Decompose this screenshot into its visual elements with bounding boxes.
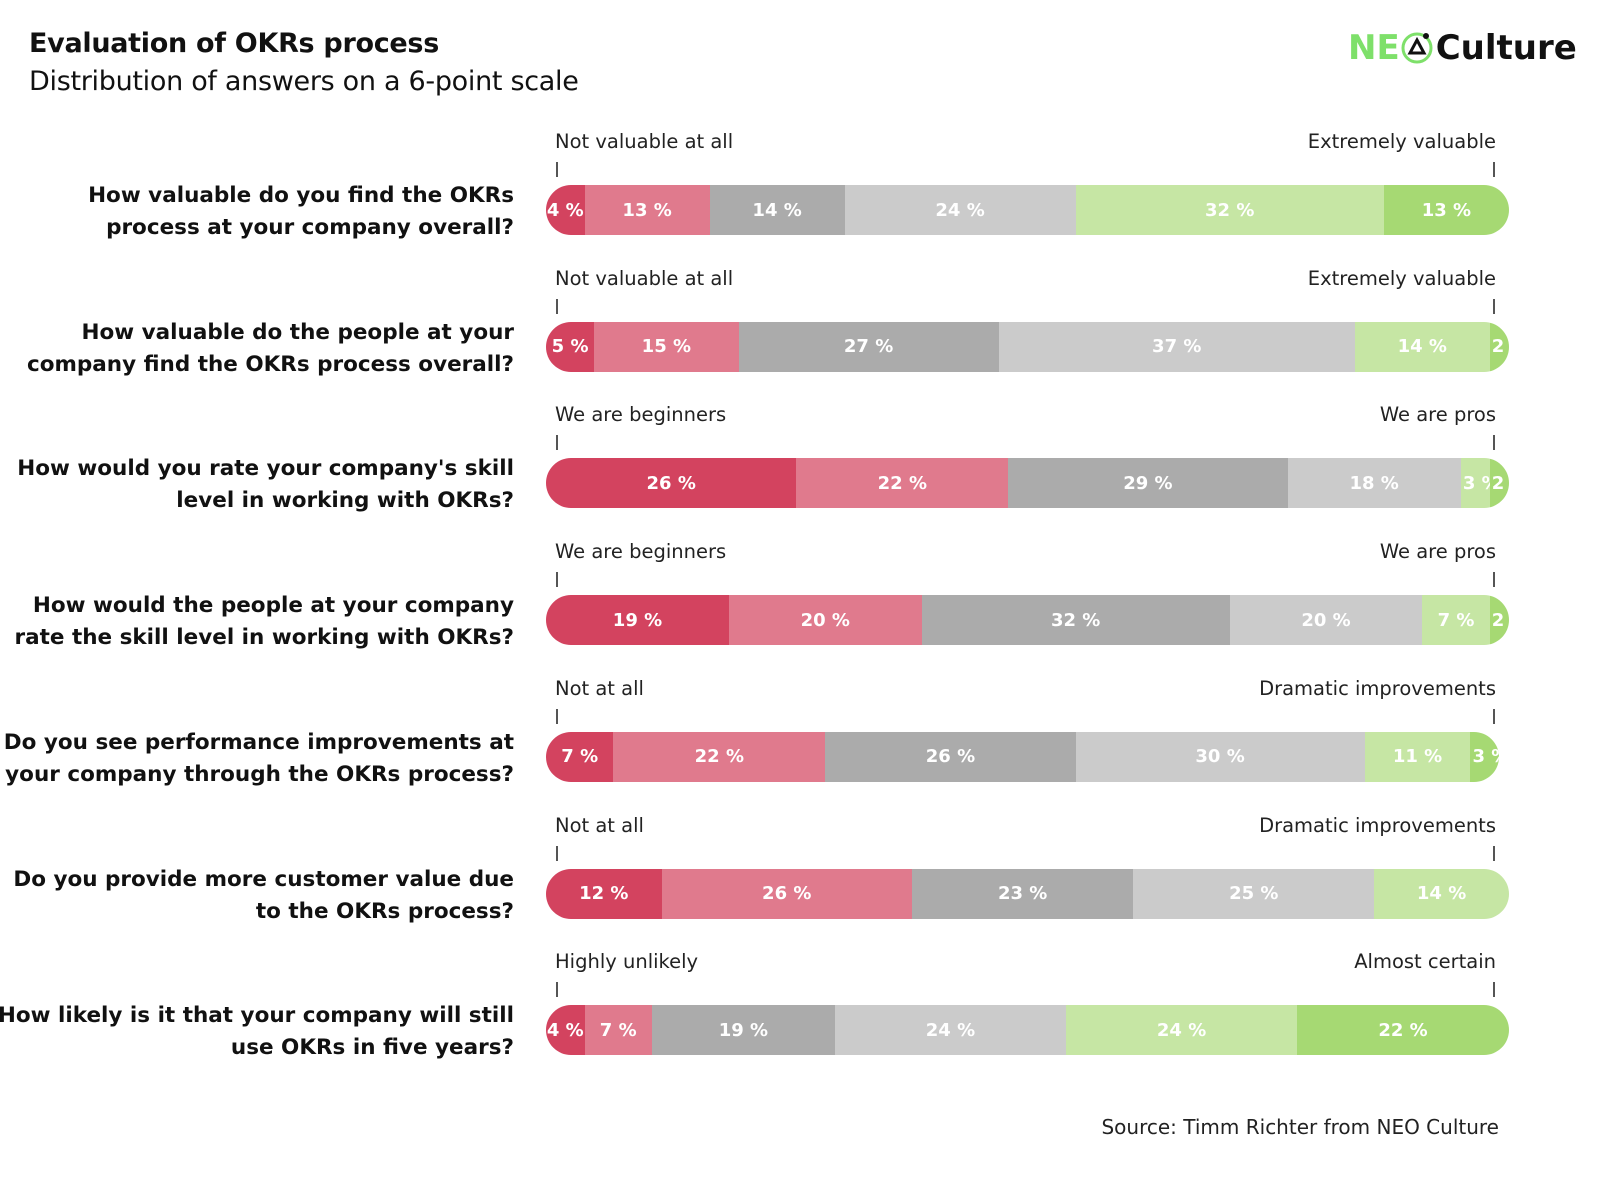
bar-segment-4: 24 % [844, 185, 1076, 235]
bar-segment-5: 24 % [1066, 1005, 1298, 1056]
bar-segment-1: 5 % [546, 321, 595, 372]
scale-low-tick [556, 435, 558, 451]
bar-segment-6: 2 % [1489, 595, 1509, 646]
stacked-bar: 12 % 26 % 23 % 25 % 14 % [546, 868, 1509, 919]
bar-segment-5: 14 % [1354, 321, 1490, 372]
bar-segment-3: 23 % [911, 868, 1134, 919]
logo-culture-text: Culture [1435, 28, 1577, 68]
question-row: How would the people at your company rat… [0, 540, 1600, 672]
bar-segment-3: 26 % [825, 731, 1076, 782]
question-row: Do you see performance improvements at y… [0, 677, 1600, 809]
bar-segment-2: 13 % [584, 185, 710, 235]
scale-high-tick [1493, 435, 1495, 451]
stacked-bar: 4 % 13 % 14 % 24 % 32 % 13 % [546, 185, 1509, 235]
bar-segment-5: 32 % [1075, 185, 1384, 235]
bar-segment-2: 20 % [728, 595, 922, 646]
scale-high-tick [1493, 982, 1495, 998]
scale-low-tick [556, 982, 558, 998]
scale-low-label: Not at all [555, 676, 644, 700]
stacked-bar: 19 %20 %32 %20 %7 %2 % [546, 595, 1509, 646]
neo-culture-logo: NE Culture [1348, 26, 1577, 70]
bar-segment-6: 2 % [1489, 458, 1509, 509]
scale-high-tick [1493, 572, 1495, 588]
bar-segment-5: 14 % [1374, 868, 1509, 919]
scale-low-tick [556, 845, 558, 861]
scale-high-label: Extremely valuable [1307, 266, 1496, 290]
bar-segment-3: 19 % [651, 1005, 835, 1056]
question-row: How valuable do you find the OKRs proces… [0, 130, 1600, 262]
bar-segment-1: 19 % [546, 595, 729, 646]
scale-high-label: Extremely valuable [1307, 130, 1496, 153]
bar-segment-2: 15 % [594, 321, 739, 372]
bar-segment-4: 18 % [1287, 458, 1461, 509]
chart-subtitle: Distribution of answers on a 6-point sca… [29, 66, 579, 97]
scale-low-label: We are beginners [555, 403, 727, 427]
bar-segment-4: 24 % [834, 1005, 1066, 1056]
bar-segment-4: 20 % [1229, 595, 1423, 646]
question-label: How valuable do you find the OKRs proces… [88, 183, 514, 240]
bar-segment-1: 4 % [546, 1005, 585, 1056]
bar-segment-6: 2 % [1489, 321, 1509, 372]
bar-segment-1: 26 % [546, 458, 797, 509]
bar-segment-4: 37 % [998, 321, 1355, 372]
bar-segment-4: 25 % [1133, 868, 1375, 919]
stacked-bar: 7 %22 %26 %30 %11 %3 % [546, 731, 1500, 782]
bar-segment-1: 12 % [546, 868, 662, 919]
scale-high-tick [1493, 845, 1495, 861]
logo-neo-text: NE [1348, 28, 1400, 68]
question-label: Do you see performance improvements at y… [3, 729, 514, 787]
bar-segment-1: 4 % [546, 185, 585, 235]
bar-segment-6: 3 % [1470, 731, 1500, 782]
scale-low-tick [556, 162, 558, 177]
scale-high-tick [1493, 162, 1495, 177]
stacked-bar: 26 %22 %29 %18 %3 %2 % [546, 458, 1509, 509]
bar-segment-6: 13 % [1383, 185, 1509, 235]
bar-segment-5: 11 % [1364, 731, 1471, 782]
bar-segment-3: 27 % [738, 321, 999, 372]
bar-segment-3: 32 % [921, 595, 1230, 646]
bar-segment-2: 26 % [661, 868, 912, 919]
stacked-bar: 5 %15 %27 %37 %14 %2 % [546, 321, 1509, 372]
bar-segment-2: 22 % [796, 458, 1009, 509]
bar-segment-5: 3 % [1460, 458, 1490, 509]
scale-high-tick [1493, 708, 1495, 724]
bar-segment-5: 7 % [1422, 595, 1490, 646]
scale-high-label: We are pros [1379, 540, 1496, 564]
source-note: Source: Timm Richter from NEO Culture [1101, 1115, 1499, 1139]
question-row: How likely is it that your company will … [0, 950, 1600, 1082]
bar-segment-2: 22 % [613, 731, 826, 782]
stacked-bar: 4 % 7 % 19 % 24 % 24 % 22 % [546, 1005, 1509, 1056]
scale-low-label: Highly unlikely [555, 950, 699, 974]
scale-high-label: Dramatic improvements [1259, 676, 1496, 700]
scale-high-tick [1493, 298, 1495, 314]
bar-segment-1: 7 % [546, 731, 614, 782]
bar-segment-3: 29 % [1008, 458, 1288, 509]
question-label: How would you rate your company's skill … [17, 456, 514, 514]
scale-high-label: Almost certain [1354, 950, 1496, 974]
scale-low-label: We are beginners [555, 540, 727, 564]
logo-o-icon [1401, 32, 1433, 64]
scale-low-tick [556, 572, 558, 588]
bar-segment-6: 22 % [1297, 1005, 1509, 1056]
question-row: Do you provide more customer value due t… [0, 814, 1600, 946]
scale-low-tick [556, 298, 558, 314]
question-row: How valuable do the people at your compa… [0, 267, 1600, 399]
question-label: How would the people at your company rat… [14, 593, 514, 651]
question-label: How valuable do the people at your compa… [26, 319, 514, 377]
bar-segment-3: 14 % [709, 185, 845, 235]
scale-low-label: Not valuable at all [555, 130, 734, 153]
bar-segment-2: 7 % [584, 1005, 652, 1056]
question-label: How likely is it that your company will … [0, 1003, 514, 1061]
question-label: Do you provide more customer value due t… [13, 866, 514, 924]
scale-high-label: We are pros [1379, 403, 1496, 427]
scale-high-label: Dramatic improvements [1259, 813, 1496, 837]
bar-segment-4: 30 % [1075, 731, 1365, 782]
question-row: How would you rate your company's skill … [0, 403, 1600, 535]
scale-low-label: Not valuable at all [555, 266, 734, 290]
scale-low-tick [556, 708, 558, 724]
scale-low-label: Not at all [555, 813, 644, 837]
chart-title: Evaluation of OKRs process [29, 28, 439, 59]
